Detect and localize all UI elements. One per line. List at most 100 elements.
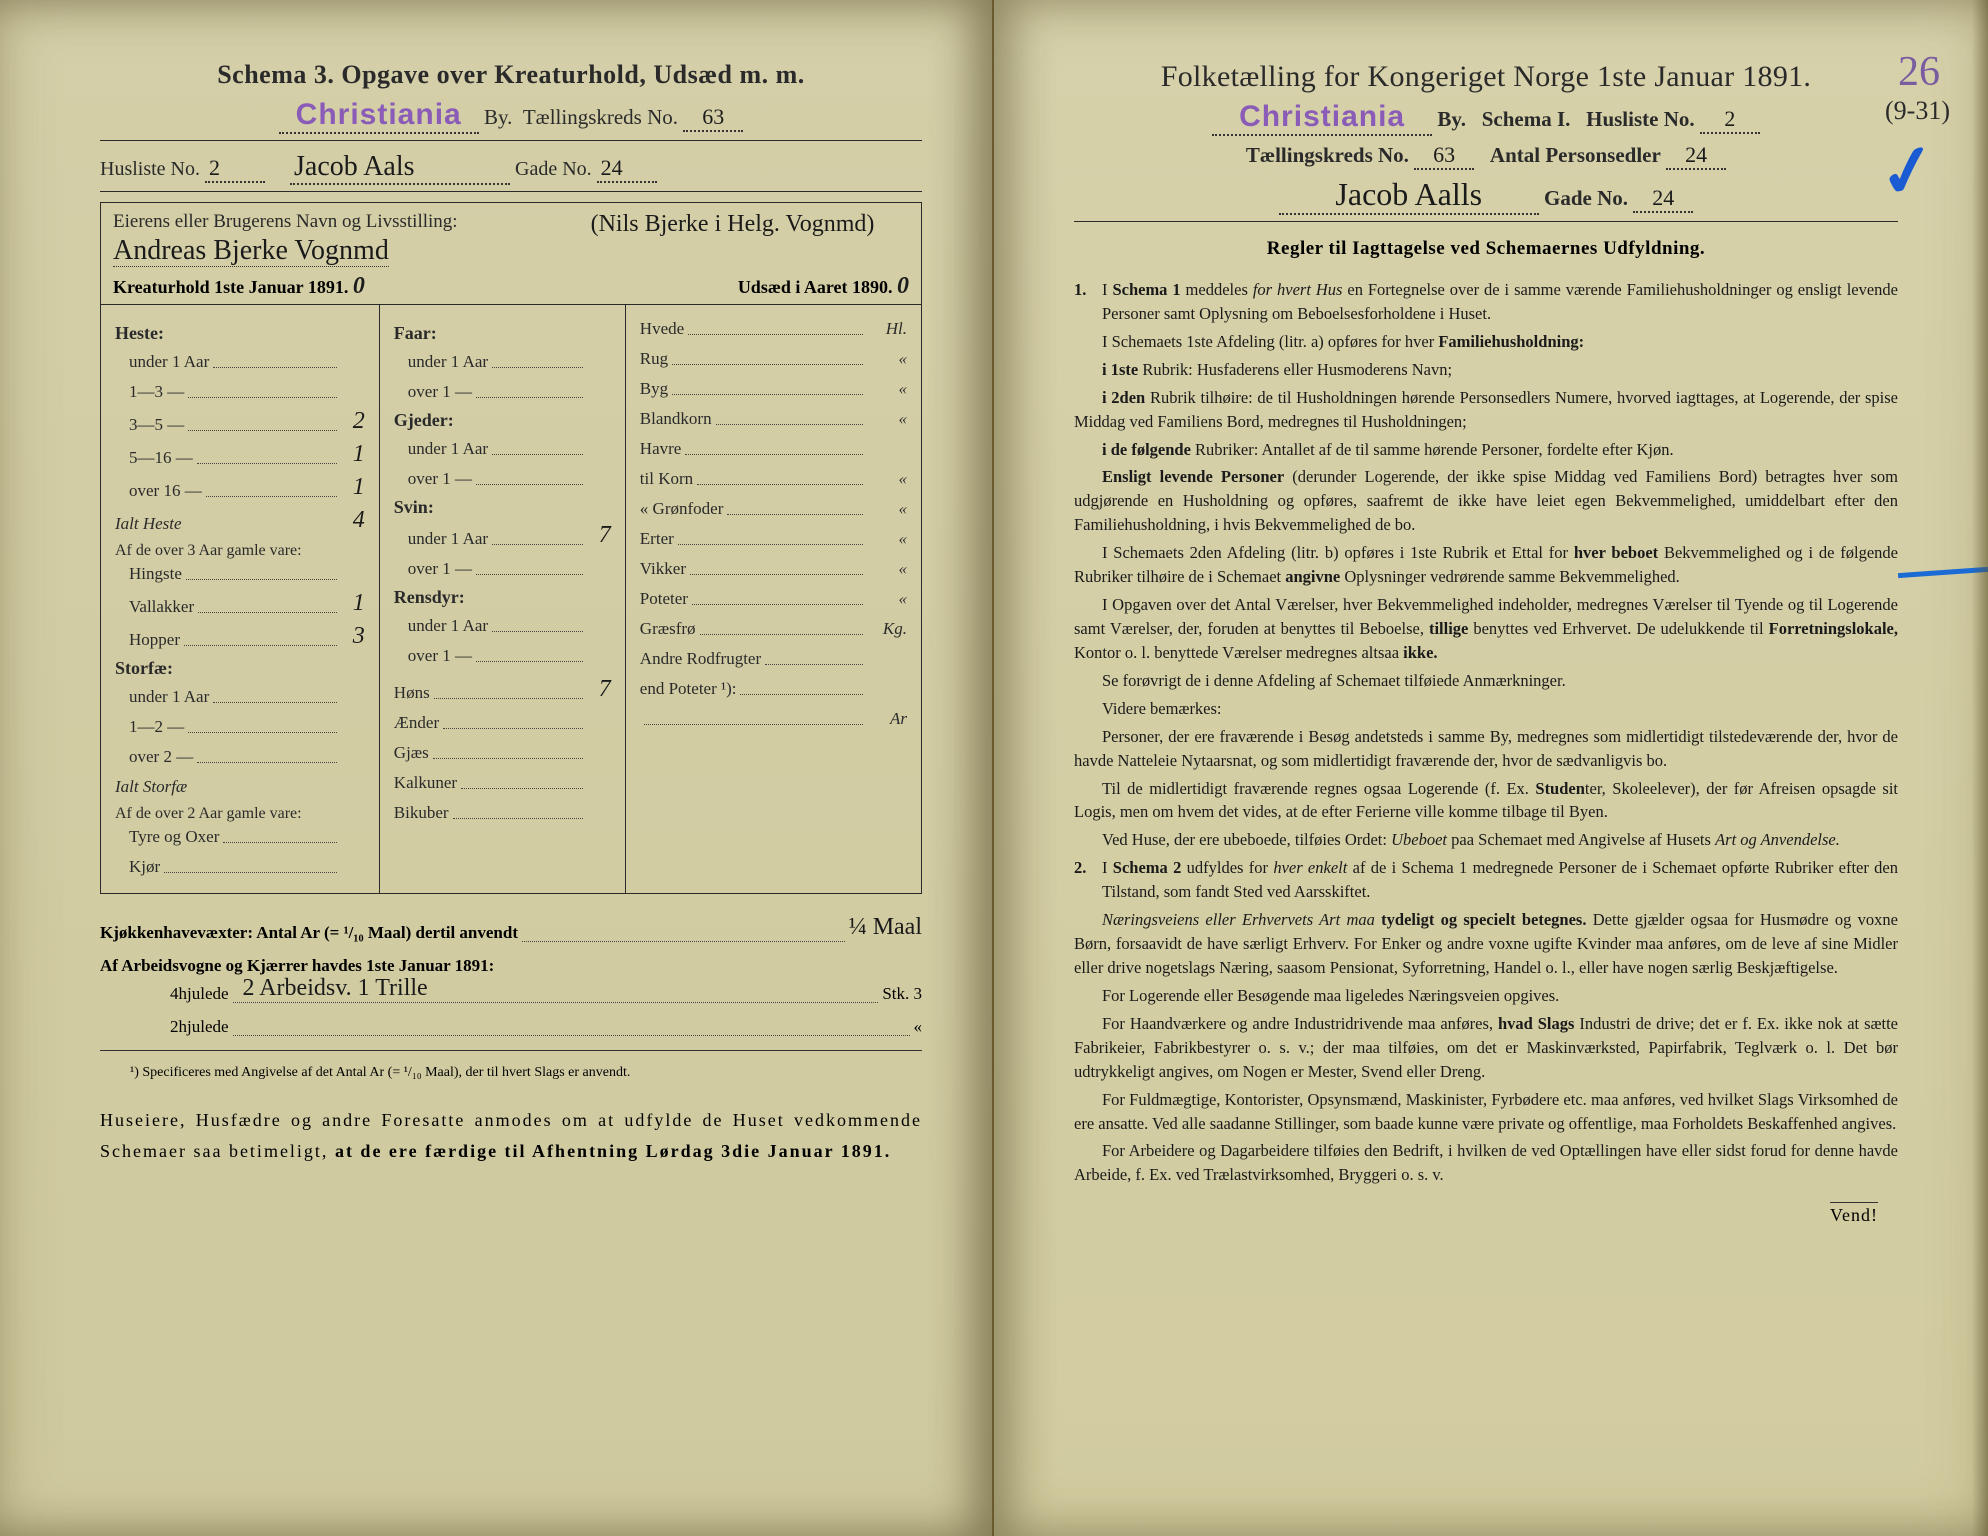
storfae-head: Storfæ: <box>115 658 365 679</box>
kjokken-label: Kjøkkenhavevæxter: Antal Ar (= ¹/₁₀ Maal… <box>100 923 518 942</box>
rules-title: Regler til Iagttagelse ved Schemaernes U… <box>1074 238 1898 260</box>
owner-box: Eierens eller Brugerens Navn og Livsstil… <box>100 202 922 305</box>
kjokken-val: ¼ Maal <box>849 908 922 946</box>
gade-name-r: Jacob Aalls <box>1335 176 1482 212</box>
table-row: under 1 Aar <box>408 348 611 372</box>
table-row: 1—3 — <box>129 378 365 402</box>
udsaed-label: Udsæd i Aaret 1890. <box>738 277 893 297</box>
rules-para: Se forøvrigt de i denne Afdeling af Sche… <box>1074 669 1898 693</box>
husliste-label: Husliste No. <box>100 158 200 180</box>
udsaed-val: 0 <box>897 273 909 299</box>
antal-label: Antal Personsedler <box>1490 143 1661 167</box>
table-row: Erter « <box>640 525 907 549</box>
table-row: under 1 Aar <box>129 348 365 372</box>
left-husliste-row: Husliste No. 2 Jacob Aals Gade No. 24 <box>100 151 922 185</box>
row-unit: « <box>867 469 907 489</box>
row-label: under 1 Aar <box>129 687 209 707</box>
row-label: « Grønfoder <box>640 499 724 519</box>
gade-label: Gade No. <box>515 158 592 180</box>
heste-head: Heste: <box>115 323 365 344</box>
rules-para: Personer, der ere fraværende i Besøg and… <box>1074 725 1898 773</box>
row-label: 5—16 — <box>129 448 193 468</box>
gade-no-r: 24 <box>1652 185 1674 210</box>
row-unit: Ar <box>867 709 907 729</box>
rules-para: Videre bemærkes: <box>1074 697 1898 721</box>
table-row: Havre <box>640 435 907 459</box>
by-label: By. <box>484 105 512 129</box>
table-row: Vallakker 1 <box>129 590 365 617</box>
row-unit: « <box>867 409 907 429</box>
row-label: over 1 — <box>408 382 472 402</box>
row-label: Havre <box>640 439 682 459</box>
row-label: Rug <box>640 349 668 369</box>
kreatur-label: Kreaturhold 1ste Januar 1891. <box>113 277 348 297</box>
row-value: 1 <box>341 441 365 468</box>
storfae-total-l: Ialt Storfæ <box>115 777 187 797</box>
table-row: Vikker « <box>640 555 907 579</box>
group-head: Faar: <box>394 323 611 344</box>
table-row: end Poteter ¹): <box>640 675 907 699</box>
row-unit: Hl. <box>867 319 907 339</box>
table-row: under 1 Aar <box>129 683 365 707</box>
hj2-label: 2hjulede <box>170 1013 229 1040</box>
heste-total-l: Ialt Heste <box>115 514 182 534</box>
row-value: 1 <box>341 590 365 617</box>
eier-paren: (Nils Bjerke i Helg. Vognmd) <box>591 211 875 237</box>
blue-checkmark: ✓ <box>1873 126 1945 218</box>
right-header-gade: Jacob Aalls Gade No. 24 <box>1074 176 1898 215</box>
table-row: over 1 — <box>408 378 611 402</box>
table-row: Gjæs <box>394 739 611 763</box>
husliste-no-r: 2 <box>1724 106 1735 131</box>
kreds-label-r: Tællingskreds No. <box>1246 143 1409 167</box>
table-row: Rug « <box>640 345 907 369</box>
rules-para: I Opgaven over det Antal Værelser, hver … <box>1074 593 1898 665</box>
row-label: Hopper <box>129 630 180 650</box>
row-label: Hingste <box>129 564 182 584</box>
table-row: Tyre og Oxer <box>129 823 365 847</box>
table-row: Høns 7 <box>394 676 611 703</box>
row-label: Erter <box>640 529 674 549</box>
row-label: end Poteter ¹): <box>640 679 737 699</box>
rules-para: For Arbeidere og Dagarbeidere tilføies d… <box>1074 1139 1898 1187</box>
row-label: Ænder <box>394 713 439 733</box>
rules-para: i 2den Rubrik tilhøire: de til Husholdni… <box>1074 386 1898 434</box>
row-value: 3 <box>341 623 365 650</box>
row-label: Poteter <box>640 589 688 609</box>
annotation-26: 26 <box>1898 48 1940 96</box>
eier-label: Eierens eller Brugerens Navn og Livsstil… <box>113 211 575 233</box>
table-row: over 1 — <box>408 465 611 489</box>
table-row: under 1 Aar <box>408 435 611 459</box>
closing-text: Huseiere, Husfædre og andre Foresatte an… <box>100 1105 922 1166</box>
row-unit: « <box>867 589 907 609</box>
census-title: Folketælling for Kongeriget Norge 1ste J… <box>1074 60 1898 94</box>
table-row: Byg « <box>640 375 907 399</box>
bottom-fields: Kjøkkenhavevæxter: Antal Ar (= ¹/₁₀ Maal… <box>100 908 922 1040</box>
row-label: Kjør <box>129 857 160 877</box>
table-row: Kalkuner <box>394 769 611 793</box>
row-value: 7 <box>587 676 611 703</box>
table-row: over 16 — 1 <box>129 474 365 501</box>
col-udsaed: Hvede Hl. Rug « Byg « Blandkorn « Havre … <box>626 305 921 893</box>
kreds-no: 63 <box>702 104 724 129</box>
table-row: under 1 Aar <box>408 612 611 636</box>
kreatur-val: 0 <box>353 273 365 299</box>
table-row: Ænder <box>394 709 611 733</box>
heste-total-v: 4 <box>341 507 365 534</box>
footnote: ¹) Specificeres med Angivelse af det Ant… <box>100 1065 922 1081</box>
rules-para: i de følgende Rubriker: Antallet af de t… <box>1074 438 1898 462</box>
table-row: 5—16 — 1 <box>129 441 365 468</box>
rules-para: 1.I Schema 1 meddeles for hvert Hus en F… <box>1074 278 1898 326</box>
row-label: under 1 Aar <box>408 352 488 372</box>
table-row: Poteter « <box>640 585 907 609</box>
row-label: Bikuber <box>394 803 449 823</box>
row-unit: Kg. <box>867 619 907 639</box>
row-label: 1—3 — <box>129 382 184 402</box>
row-label: Blandkorn <box>640 409 712 429</box>
row-label: 1—2 — <box>129 717 184 737</box>
table-row: Andre Rodfrugter <box>640 645 907 669</box>
gade-name: Jacob Aals <box>294 151 415 182</box>
schema-label-r: Schema I. <box>1482 107 1571 131</box>
group-head: Svin: <box>394 497 611 518</box>
group-head: Rensdyr: <box>394 587 611 608</box>
rules-para: Ensligt levende Personer (derunder Loger… <box>1074 465 1898 537</box>
